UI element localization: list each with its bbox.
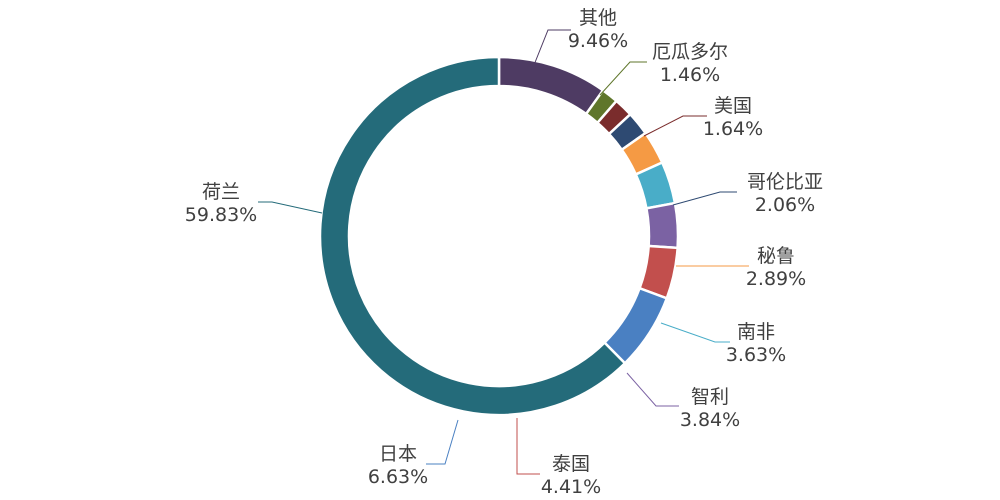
slice-label-value-5: 3.63%	[726, 344, 786, 366]
leader-line-5	[660, 322, 730, 343]
slice-label-name-4: 秘鲁	[757, 245, 795, 267]
slice-label-value-9: 59.83%	[185, 204, 257, 226]
donut-slice-6	[644, 201, 680, 250]
leader-line-1	[599, 61, 647, 96]
slice-label-name-1: 厄瓜多尔	[652, 41, 728, 63]
slice-label-value-7: 4.41%	[541, 476, 601, 498]
leader-line-3	[672, 191, 737, 206]
slice-label-name-3: 哥伦比亚	[747, 171, 823, 193]
slice-label-value-0: 9.46%	[568, 30, 628, 52]
leader-line-9	[258, 201, 323, 214]
slice-label-name-9: 荷兰	[202, 181, 240, 203]
slice-label-value-4: 2.89%	[746, 268, 806, 290]
slice-label-name-8: 日本	[379, 443, 417, 465]
leader-line-0	[531, 29, 571, 71]
slice-label-name-6: 智利	[691, 386, 729, 408]
slices-layer	[318, 55, 680, 417]
slice-label-name-7: 泰国	[552, 453, 590, 475]
leader-line-7	[516, 418, 540, 475]
slice-label-value-6: 3.84%	[680, 409, 740, 431]
slice-label-value-1: 1.46%	[660, 64, 720, 86]
leader-line-6	[626, 372, 679, 407]
donut-slice-9	[318, 55, 627, 417]
slice-label-value-3: 2.06%	[755, 194, 815, 216]
slice-label-name-2: 美国	[714, 95, 752, 117]
slice-label-value-2: 1.64%	[703, 118, 763, 140]
leader-line-8	[426, 419, 459, 465]
donut-slice-0	[497, 55, 605, 116]
leader-line-2	[643, 115, 707, 137]
slice-label-value-8: 6.63%	[368, 466, 428, 488]
slice-label-name-5: 南非	[737, 321, 775, 343]
slice-label-name-0: 其他	[579, 7, 617, 29]
